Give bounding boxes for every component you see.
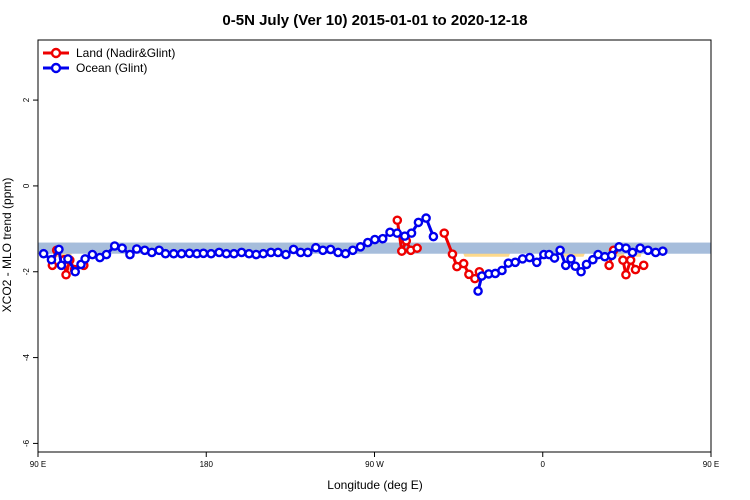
chart-title: 0-5N July (Ver 10) 2015-01-01 to 2020-12… <box>222 12 527 29</box>
data-point <box>80 254 90 264</box>
data-point <box>627 247 638 258</box>
data-point <box>46 254 57 265</box>
data-point <box>413 217 424 228</box>
data-point <box>392 228 402 238</box>
data-point <box>570 261 581 271</box>
x-tick-label: 90 W <box>365 460 384 469</box>
data-point <box>370 234 380 245</box>
data-point <box>333 247 343 258</box>
data-point <box>643 245 653 256</box>
data-point <box>221 248 232 259</box>
series-group <box>38 213 668 296</box>
data-point <box>621 269 631 280</box>
data-point <box>604 260 614 271</box>
data-point <box>348 245 358 256</box>
data-point <box>258 248 269 259</box>
data-point <box>606 250 617 261</box>
data-point <box>325 244 336 255</box>
data-point <box>377 233 388 244</box>
data-point <box>229 248 239 259</box>
x-tick-label: 0 <box>541 460 546 469</box>
data-point <box>70 266 81 277</box>
data-point <box>560 260 571 271</box>
data-point <box>406 228 417 238</box>
data-point <box>625 255 636 265</box>
data-point <box>464 269 474 280</box>
x-tick-label: 90 E <box>30 460 46 469</box>
data-point <box>87 249 98 260</box>
y-axis: 2 0 -2 -4 -6 <box>22 97 38 447</box>
data-point <box>555 245 565 256</box>
data-point <box>340 248 351 259</box>
data-point <box>392 215 403 226</box>
data-point <box>549 253 560 263</box>
data-point <box>439 228 450 238</box>
data-point <box>318 245 328 256</box>
data-point <box>206 248 216 259</box>
data-point <box>635 243 645 253</box>
data-point <box>497 265 507 276</box>
data-point <box>412 243 422 253</box>
data-point <box>510 257 521 268</box>
data-point <box>101 249 112 260</box>
data-point <box>566 254 576 264</box>
data-point <box>131 244 142 254</box>
data-point <box>355 242 366 252</box>
series-layer <box>38 213 668 296</box>
reference-band <box>38 242 711 254</box>
data-point <box>160 248 171 259</box>
data-point <box>281 249 291 260</box>
data-point <box>396 246 407 256</box>
y-tick-label: -6 <box>22 439 31 447</box>
data-point <box>61 269 71 280</box>
data-point <box>117 243 127 253</box>
x-axis: 90 E 180 90 W 0 90 E <box>30 452 719 469</box>
data-point <box>109 241 120 251</box>
data-point <box>176 248 187 259</box>
data-point <box>236 247 247 258</box>
data-point <box>458 258 469 269</box>
legend-entry: Land (Nadir&Glint) <box>76 46 175 60</box>
data-point <box>56 260 67 271</box>
data-point <box>214 247 224 258</box>
data-point <box>168 248 179 259</box>
data-point <box>576 266 586 277</box>
y-tick-label: -2 <box>22 268 31 276</box>
data-point <box>657 246 668 256</box>
legend-marker <box>50 62 62 74</box>
data-point <box>38 248 49 259</box>
x-tick-label: 90 E <box>703 460 719 469</box>
data-point <box>531 257 542 268</box>
data-point <box>302 247 313 258</box>
data-point <box>273 247 283 258</box>
data-point <box>184 248 195 259</box>
data-point <box>63 254 73 264</box>
data-point <box>630 264 641 275</box>
legend-entry: Ocean (Glint) <box>76 61 147 75</box>
data-point <box>618 255 628 265</box>
x-tick-label: 180 <box>200 460 214 469</box>
data-point <box>54 244 64 255</box>
data-point <box>125 249 135 260</box>
data-point <box>581 259 592 270</box>
data-point <box>524 252 535 263</box>
legend-marker <box>50 47 62 59</box>
data-point <box>447 249 458 259</box>
x-axis-label: Longitude (deg E) <box>327 478 422 492</box>
y-tick-label: 0 <box>22 183 31 188</box>
data-point <box>198 248 209 259</box>
data-point <box>621 243 631 253</box>
legend: Land (Nadir&Glint)Ocean (Glint) <box>43 46 175 75</box>
y-tick-label: 2 <box>22 97 31 102</box>
data-point <box>638 260 649 271</box>
data-point <box>421 213 431 223</box>
y-axis-label: XCO2 - MLO trend (ppm) <box>0 178 14 313</box>
data-point <box>473 286 483 296</box>
data-point <box>428 231 439 242</box>
y-tick-label: -4 <box>22 353 31 361</box>
